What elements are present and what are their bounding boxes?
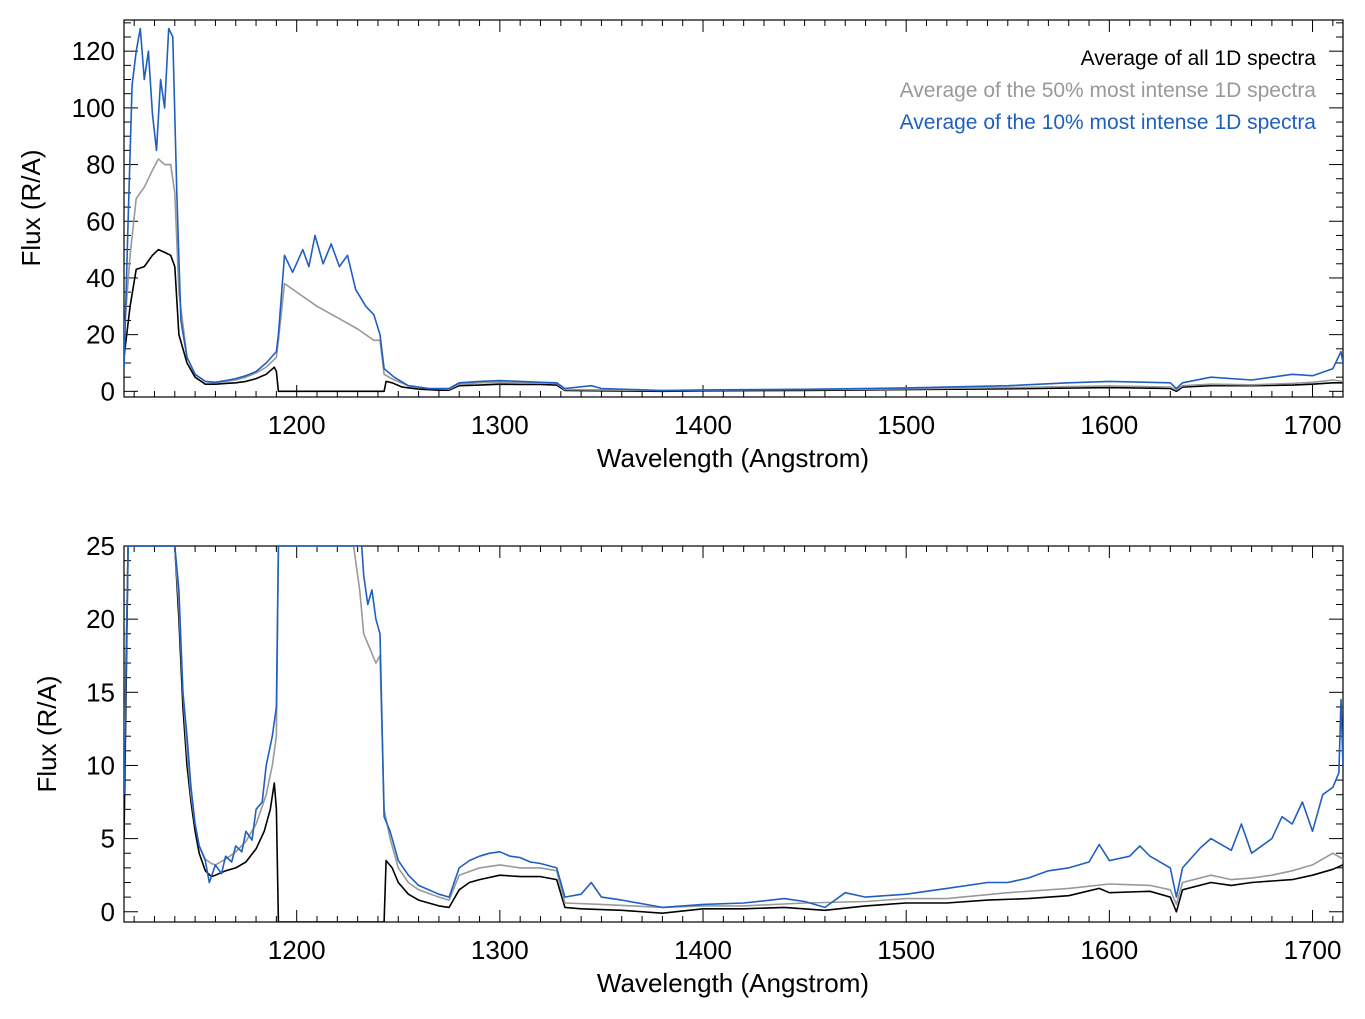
x-tick-label: 1700 [1284, 410, 1342, 440]
y-tick-label: 80 [86, 150, 115, 180]
legend-entry-10pct: Average of the 10% most intense 1D spect… [900, 111, 1317, 134]
bottom-y-axis-label: Flux (R/A) [32, 676, 62, 793]
x-tick-label: 1200 [268, 410, 326, 440]
y-tick-label: 10 [86, 750, 115, 780]
x-tick-label: 1400 [674, 935, 732, 965]
bottom-series-line-2 [124, 546, 1343, 909]
x-tick-label: 1300 [471, 935, 529, 965]
legend: Average of all 1D spectra Average of the… [900, 47, 1317, 134]
y-tick-label: 25 [86, 531, 115, 561]
x-tick-label: 1400 [674, 410, 732, 440]
y-tick-label: 20 [86, 320, 115, 350]
y-tick-label: 100 [72, 93, 115, 123]
top-series-line-2 [124, 27, 1343, 392]
top-spectrum-panel: 1200 1300 1400 1500 1600 1700020406080100120 … [16, 19, 1344, 473]
top-series-line-0 [124, 248, 1343, 393]
bottom-spectrum-panel: 1200 1300 1400 1500 1600 1700 0 5 10 15 20 25 Wavel… [32, 531, 1344, 998]
top-axis-ticks: 1200 1300 1400 1500 1600 1700 0 20 40 60 80 100 120 [72, 20, 1343, 440]
top-series-line-1 [124, 158, 1343, 392]
y-tick-label: 120 [72, 36, 115, 66]
bottom-plot-frame [123, 545, 1344, 923]
y-tick-label: 0 [101, 897, 115, 927]
bottom-series-line-0 [124, 546, 1343, 922]
x-tick-label: 1600 [1080, 410, 1138, 440]
x-tick-label: 1300 [471, 410, 529, 440]
y-tick-label: 5 [101, 824, 115, 854]
top-x-axis-label: Wavelength (Angstrom) [597, 443, 869, 473]
y-tick-label: 60 [86, 206, 115, 236]
y-tick-label: 15 [86, 677, 115, 707]
top-series-lines [124, 27, 1343, 393]
x-tick-label: 1500 [877, 935, 935, 965]
x-tick-label: 1200 [268, 935, 326, 965]
y-tick-label: 40 [86, 263, 115, 293]
x-tick-label: 1700 [1284, 935, 1342, 965]
bottom-series-line-1 [124, 546, 1343, 909]
y-tick-label: 0 [101, 376, 115, 406]
y-tick-label: 20 [86, 604, 115, 634]
top-y-axis-label: Flux (R/A) [16, 150, 46, 267]
top-plot-frame [123, 19, 1344, 398]
x-tick-label: 1500 [877, 410, 935, 440]
bottom-series-lines [124, 546, 1343, 922]
legend-entry-all: Average of all 1D spectra [1081, 47, 1317, 70]
bottom-axis-ticks: 1200 1300 1400 1500 1600 1700 0 5 10 15 20 25 [86, 531, 1343, 965]
bottom-x-axis-label: Wavelength (Angstrom) [597, 968, 869, 998]
legend-entry-50pct: Average of the 50% most intense 1D spect… [900, 79, 1317, 102]
x-tick-label: 1600 [1080, 935, 1138, 965]
